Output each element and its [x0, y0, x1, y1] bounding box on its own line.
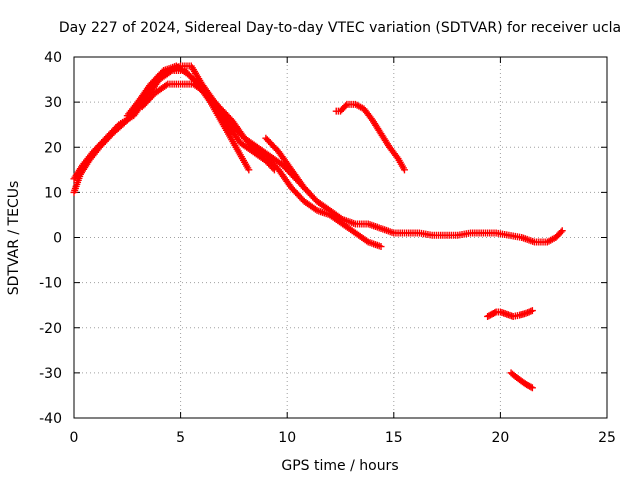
series-arc-6	[332, 100, 408, 174]
y-tick-label: 0	[53, 231, 62, 247]
data-point	[162, 81, 170, 89]
data-point	[269, 164, 277, 172]
y-tick-label: 40	[44, 50, 62, 66]
data-point	[558, 227, 566, 235]
data-point	[528, 307, 536, 315]
series-arc-8	[507, 369, 536, 392]
x-tick-label: 0	[70, 430, 79, 446]
data-point	[245, 166, 253, 174]
x-axis-label: GPS time / hours	[281, 458, 398, 474]
series-arc-5	[262, 134, 566, 246]
data-point	[528, 384, 536, 392]
series-arc-1	[70, 62, 385, 251]
data-point	[527, 383, 535, 391]
y-tick-label: -20	[39, 321, 62, 337]
x-tick-label: 5	[176, 430, 185, 446]
x-tick-label: 10	[278, 430, 296, 446]
series-arc-7	[484, 307, 536, 320]
data-point	[557, 228, 565, 236]
series-arc-3	[123, 62, 278, 174]
data-point	[377, 243, 385, 251]
y-tick-label: -40	[39, 411, 62, 427]
y-tick-label: -10	[39, 276, 62, 292]
y-tick-label: 10	[44, 185, 62, 201]
y-tick-label: -30	[39, 366, 62, 382]
data-point	[400, 166, 408, 174]
data-point	[342, 102, 350, 110]
y-axis-label: SDTVAR / TECUs	[6, 181, 22, 296]
chart-title: Day 227 of 2024, Sidereal Day-to-day VTE…	[59, 20, 621, 36]
x-tick-label: 25	[598, 430, 616, 446]
data-marks	[70, 62, 566, 392]
axis-ticks: 0 5 10 15 20 25 -40 -30 -20 -10 0 10 20 30 40	[39, 50, 616, 446]
y-tick-label: 30	[44, 95, 62, 111]
data-point	[491, 309, 499, 317]
x-tick-label: 15	[385, 430, 403, 446]
y-tick-label: 20	[44, 140, 62, 156]
x-tick-label: 20	[491, 430, 509, 446]
data-point	[270, 166, 278, 174]
